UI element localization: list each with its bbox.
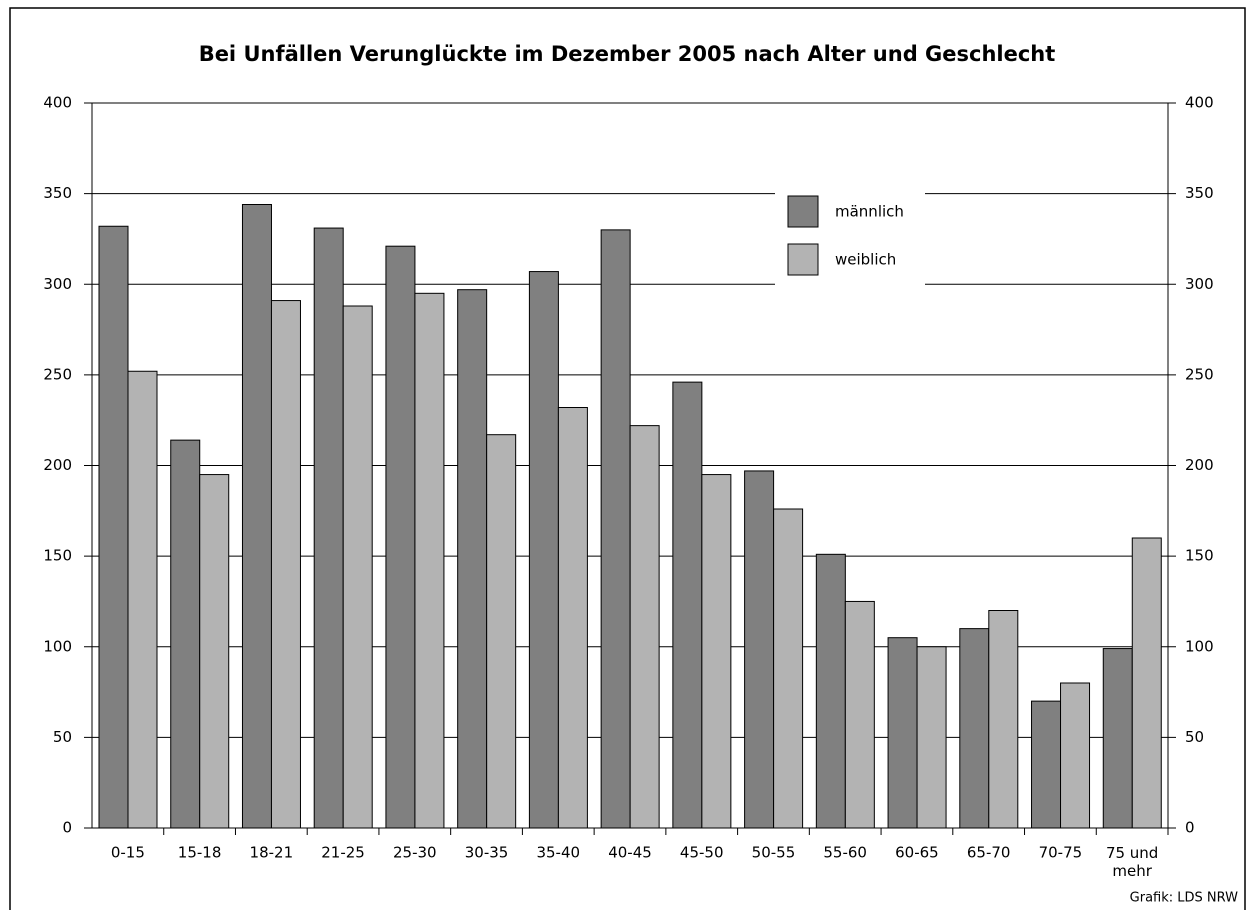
y2-tick-label: 0 <box>1185 819 1195 837</box>
y2-tick-label: 50 <box>1185 728 1204 746</box>
chart-title: Bei Unfällen Verunglückte im Dezember 20… <box>199 42 1056 66</box>
bar <box>1102 648 1133 829</box>
bar <box>916 646 947 829</box>
bar <box>414 292 445 829</box>
bar <box>600 229 631 829</box>
y-tick-label: 400 <box>43 94 72 112</box>
x-tick-label: 60-65 <box>895 844 939 862</box>
bar <box>1131 537 1162 829</box>
legend-label: weiblich <box>835 251 896 269</box>
bar <box>457 289 488 829</box>
bar <box>127 370 158 829</box>
y2-tick-label: 100 <box>1185 637 1214 655</box>
y-tick-label: 50 <box>53 728 72 746</box>
bar <box>342 305 373 829</box>
x-tick-label: 40-45 <box>608 844 652 862</box>
source: Grafik: LDS NRW <box>1130 891 1238 906</box>
y-tick-label: 250 <box>43 365 72 383</box>
legend-label: männlich <box>835 203 904 221</box>
y2-tick-label: 350 <box>1185 184 1214 202</box>
legend-swatch <box>787 195 819 228</box>
x-tick-label: 70-75 <box>1039 844 1083 862</box>
bar <box>988 610 1019 829</box>
bar <box>199 474 230 829</box>
bar <box>672 381 703 829</box>
x-tick-label: 25-30 <box>393 844 437 862</box>
y-tick-label: 100 <box>43 637 72 655</box>
bar <box>1060 682 1091 829</box>
y-tick-label: 300 <box>43 275 72 293</box>
x-tick-label: 65-70 <box>967 844 1011 862</box>
x-tick-label: 35-40 <box>536 844 580 862</box>
x-tick-label: 18-21 <box>250 844 294 862</box>
bar <box>528 271 559 829</box>
y2-tick-label: 150 <box>1185 547 1214 565</box>
bar <box>773 508 804 829</box>
bar <box>313 227 344 829</box>
y2-tick-label: 400 <box>1185 94 1214 112</box>
y2-tick-label: 200 <box>1185 456 1214 474</box>
bar <box>844 600 875 829</box>
bar <box>241 204 272 829</box>
bar <box>557 407 588 829</box>
bar <box>1031 700 1062 829</box>
bar <box>744 470 775 829</box>
y-tick-label: 350 <box>43 184 72 202</box>
bar <box>815 553 846 829</box>
y2-tick-label: 300 <box>1185 275 1214 293</box>
bar <box>887 637 918 829</box>
x-tick-label: 30-35 <box>465 844 509 862</box>
x-tick-label: 45-50 <box>680 844 724 862</box>
y-tick-label: 0 <box>62 819 72 837</box>
bar <box>98 225 129 829</box>
x-tick-label: 75 und mehr <box>1106 844 1158 880</box>
bar <box>486 434 517 829</box>
bar <box>629 425 660 829</box>
bar <box>270 300 301 829</box>
bar <box>170 439 201 829</box>
x-tick-label: 21-25 <box>321 844 365 862</box>
frame <box>9 7 1246 910</box>
x-tick-label: 15-18 <box>178 844 222 862</box>
x-tick-label: 50-55 <box>752 844 796 862</box>
bar <box>385 245 416 829</box>
y-tick-label: 150 <box>43 547 72 565</box>
x-tick-label: 55-60 <box>823 844 867 862</box>
x-tick-label: 0-15 <box>111 844 145 862</box>
y-tick-label: 200 <box>43 456 72 474</box>
legend-swatch <box>787 243 819 276</box>
y2-tick-label: 250 <box>1185 365 1214 383</box>
bar <box>959 628 990 829</box>
bar <box>701 474 732 829</box>
